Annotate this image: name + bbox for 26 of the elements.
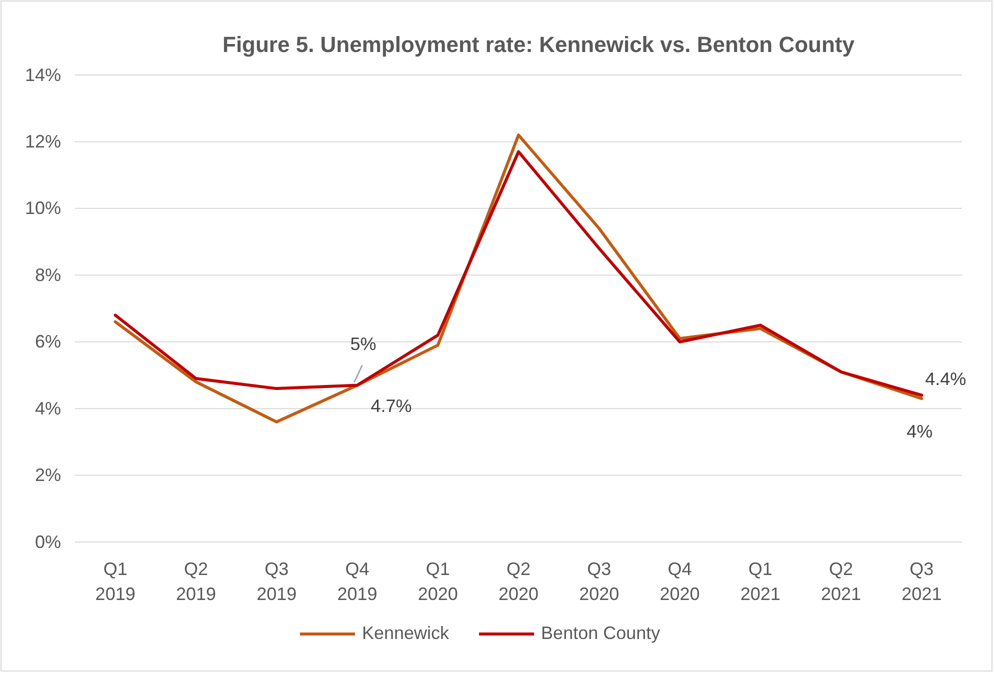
x-tick-label: Q1 2020 [418,558,458,604]
x-tick-label: Q1 2021 [740,558,780,604]
x-tick-label: Q3 2020 [579,558,620,604]
y-tick-label: 6% [34,332,61,352]
y-tick-label: 4% [34,398,61,418]
data-label: 4% [906,421,933,442]
x-tick-label: Q3 2021 [902,558,942,604]
x-tick-label: Q2 2019 [176,558,216,604]
x-tick-label: Q1 2019 [95,558,136,604]
x-tick-label: Q2 2020 [498,558,539,604]
y-tick-label: 10% [24,198,61,218]
data-label: 4.4% [925,368,966,389]
legend-label: Benton County [541,622,660,643]
data-label: 5% [350,334,376,354]
legend-label: Kennewick [362,622,450,643]
data-label: 4.7% [370,396,412,416]
x-tick-label: Q4 2019 [337,558,378,604]
x-tick-label: Q4 2020 [660,558,700,604]
x-tick-label: Q2 2021 [821,558,862,604]
chart-title: Figure 5. Unemployment rate: Kennewick vs. Benton County [222,32,856,57]
x-tick-label: Q3 2019 [256,558,297,604]
y-tick-label: 12% [24,131,61,152]
y-tick-label: 8% [34,264,61,285]
y-tick-label: 0% [34,532,61,552]
y-tick-label: 2% [34,465,61,486]
y-tick-label: 14% [24,64,61,85]
